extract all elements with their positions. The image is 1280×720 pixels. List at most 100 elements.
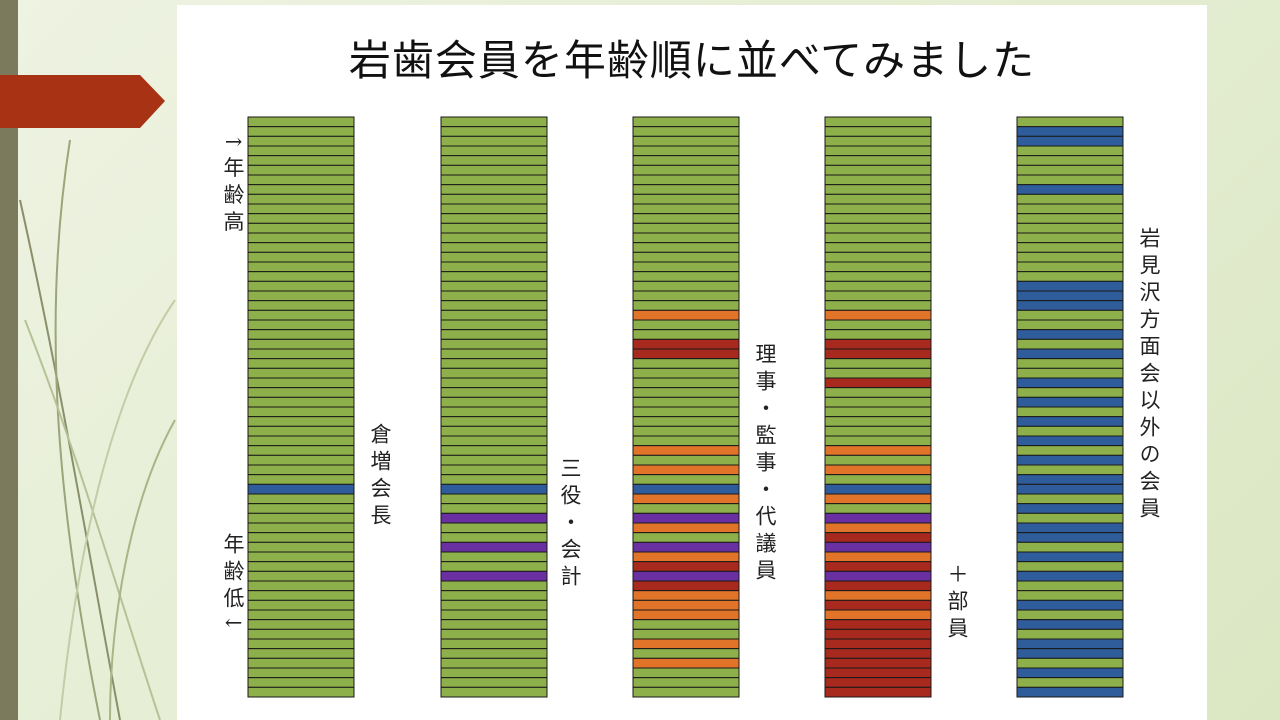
- axis-label-top: ↑年齢高: [221, 133, 245, 238]
- stripe: [824, 387, 932, 398]
- stripe: [824, 338, 932, 350]
- stripe: [247, 657, 355, 669]
- stripe: [1016, 667, 1124, 679]
- stripe: [247, 532, 355, 543]
- stripe: [824, 126, 932, 137]
- stripe: [824, 619, 932, 630]
- stripe: [440, 657, 548, 669]
- stripe: [1016, 367, 1124, 379]
- stripe: [440, 174, 548, 186]
- stripe: [440, 387, 548, 398]
- stripe: [1016, 213, 1124, 224]
- stripe: [632, 522, 740, 534]
- stripe: [632, 590, 740, 601]
- stripe: [440, 155, 548, 166]
- stripe: [247, 435, 355, 447]
- stripe: [440, 464, 548, 476]
- stripe: [1016, 657, 1124, 669]
- stripe: [1016, 261, 1124, 273]
- stripe: [440, 483, 548, 495]
- stripe: [824, 512, 932, 524]
- stripe: [632, 657, 740, 669]
- stripe: [440, 222, 548, 234]
- stripe: [247, 290, 355, 302]
- stripe: [440, 445, 548, 456]
- stripe: [824, 474, 932, 485]
- stripe: [824, 590, 932, 601]
- stripe: [824, 609, 932, 621]
- stripe: [824, 329, 932, 340]
- stripe: [440, 686, 548, 698]
- stripe: [1016, 638, 1124, 650]
- stripe: [440, 242, 548, 253]
- stripe: [440, 416, 548, 427]
- stripe: [247, 541, 355, 553]
- stripe: [1016, 290, 1124, 302]
- stripe: [824, 348, 932, 360]
- stripe: [632, 416, 740, 427]
- stripe: [632, 532, 740, 543]
- stripe: [247, 367, 355, 379]
- stripe: [247, 174, 355, 186]
- stripe: [247, 522, 355, 534]
- column-label: 岩見沢方面会以外の会員: [1137, 227, 1161, 524]
- stripe: [1016, 483, 1124, 495]
- stripe: [632, 222, 740, 234]
- stripe: [440, 319, 548, 331]
- stripe: [632, 174, 740, 186]
- stripe: [824, 686, 932, 698]
- stripe: [632, 348, 740, 360]
- stripe: [824, 532, 932, 543]
- stripe: [824, 541, 932, 553]
- stripe: [632, 435, 740, 447]
- stripe: [440, 184, 548, 195]
- stripe: [247, 483, 355, 495]
- stripe: [824, 135, 932, 147]
- stripe: [1016, 580, 1124, 592]
- stripe: [440, 638, 548, 650]
- stripe: [1016, 686, 1124, 698]
- stripe: [1016, 551, 1124, 563]
- stripe: [247, 145, 355, 157]
- stripe: [632, 677, 740, 688]
- stripe: [1016, 493, 1124, 505]
- stripe: [1016, 619, 1124, 630]
- stripe: [247, 667, 355, 679]
- stripe: [247, 164, 355, 176]
- stripe: [824, 367, 932, 379]
- deco-line: [54, 139, 101, 720]
- stripe: [1016, 126, 1124, 137]
- stripe: [1016, 464, 1124, 476]
- stripe: [632, 164, 740, 176]
- stripe: [440, 561, 548, 572]
- stripe: [632, 126, 740, 137]
- stripe: [824, 184, 932, 195]
- stripe: [247, 686, 355, 698]
- stripe: [632, 628, 740, 640]
- stripe: [632, 619, 740, 630]
- stripe: [440, 377, 548, 389]
- stripe: [247, 358, 355, 369]
- deco-line: [19, 199, 121, 720]
- stripe: [247, 406, 355, 418]
- stripe: [247, 493, 355, 505]
- stripe: [247, 116, 355, 128]
- stripe: [824, 116, 932, 128]
- stripe: [440, 116, 548, 128]
- stripe: [247, 271, 355, 282]
- deco-line: [59, 299, 176, 720]
- stripe: [632, 387, 740, 398]
- column-label: 理事・監事・代議員: [753, 343, 777, 586]
- stripe: [440, 232, 548, 244]
- stripe: [824, 164, 932, 176]
- stripe: [632, 483, 740, 495]
- stripe: [1016, 155, 1124, 166]
- stripe: [440, 367, 548, 379]
- stripe: [1016, 300, 1124, 311]
- stripe: [440, 309, 548, 321]
- stripe: [440, 522, 548, 534]
- stripe: [247, 580, 355, 592]
- stripe: [632, 319, 740, 331]
- stripe: [1016, 358, 1124, 369]
